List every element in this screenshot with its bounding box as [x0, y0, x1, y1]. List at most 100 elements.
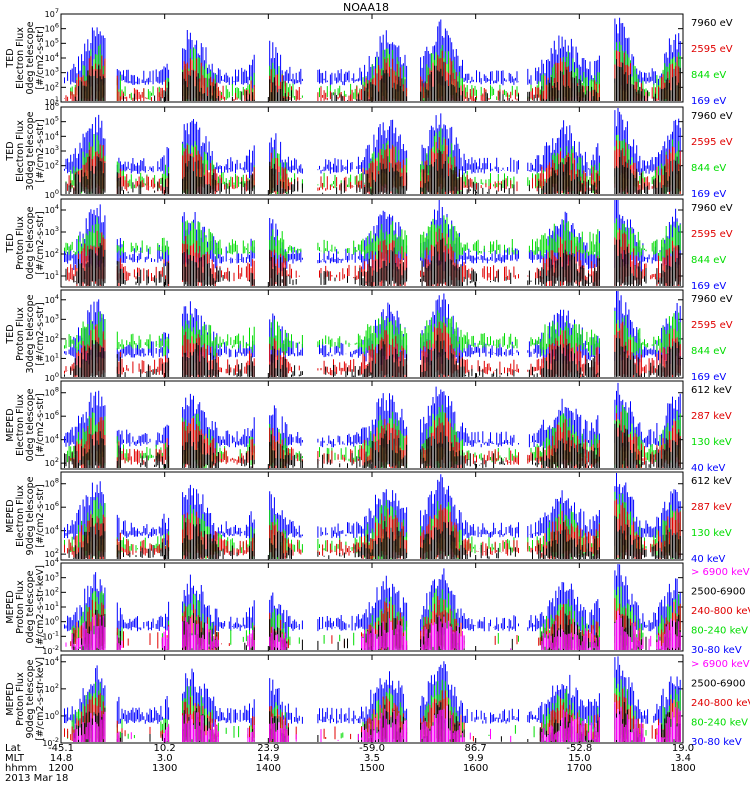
- time-axis-hhmm-label: 1300: [152, 763, 177, 774]
- y-tick-label: 106: [45, 100, 59, 112]
- y-axis-label-line: [#/cm2-s-str]: [35, 484, 46, 547]
- time-axis-mlt-label: 14.9: [257, 753, 279, 764]
- series-black: [74, 59, 681, 101]
- y-axis-label: MEPEDProton Flux0deg telescope[#/cm2-s-s…: [5, 565, 46, 649]
- y-tick-label: 106: [45, 22, 59, 34]
- y-axis-label: MEPEDProton Flux90deg telescope[#/cm2-s-…: [5, 657, 46, 741]
- y-axis-label-line: 90deg telescope: [25, 659, 36, 738]
- time-axis-hhmm-label: 1700: [567, 763, 592, 774]
- y-tick-label: 100: [45, 371, 59, 383]
- legend-entry: 40 keV: [691, 463, 725, 474]
- y-axis-label-line: Electron Flux: [15, 120, 26, 182]
- y-tick-label: 100: [45, 615, 59, 627]
- legend-entry: 80-240 keV: [691, 718, 748, 729]
- time-axis-hhmm-label: 1600: [463, 763, 488, 774]
- legend-entry: 2500-6900: [691, 679, 746, 690]
- y-tick-label: 104: [45, 203, 59, 215]
- panel-1: 101 102 103 104 105 106 107 TEDElectron Flux0de…: [5, 7, 733, 107]
- time-axis-row-label: hhmm: [5, 763, 37, 774]
- y-tick-label: 104: [45, 129, 59, 141]
- y-tick-label: 103: [45, 225, 59, 237]
- y-tick-label: 101: [45, 351, 59, 363]
- y-axis-label-line: [#/cm2-s-str]: [35, 119, 46, 182]
- series-black: [64, 332, 681, 377]
- y-tick-label: 104: [45, 524, 59, 536]
- y-tick-label: 102: [45, 332, 59, 344]
- legend-entry: 2595 eV: [691, 229, 733, 240]
- y-tick-label: 102: [45, 585, 59, 597]
- legend-entry: 844 eV: [691, 163, 726, 174]
- y-axis-label-line: MEPED: [5, 499, 16, 532]
- y-tick-label: 10-1: [42, 629, 59, 641]
- y-axis-label: TEDElectron Flux0deg telescope[#/cm2-s-s…: [5, 21, 46, 94]
- y-tick-label: 104: [45, 51, 59, 63]
- legend-entry: 287 keV: [691, 502, 732, 513]
- series-black: [65, 149, 681, 194]
- y-axis-label-line: MEPED: [5, 590, 16, 623]
- time-axis-mlt-label: 3.5: [364, 753, 380, 764]
- time-axis-lat-label: 23.9: [257, 743, 279, 754]
- y-axis-label: TEDElectron Flux30deg telescope[#/cm2-s-…: [5, 111, 46, 190]
- time-axis-mlt-label: 3.0: [157, 753, 173, 764]
- y-axis-label-line: TED: [5, 324, 16, 344]
- y-axis-label-line: [#/cm2-s-str]: [35, 393, 46, 456]
- y-axis-label-line: Proton Flux: [15, 216, 26, 270]
- time-axis-lat-label: 86.7: [465, 743, 487, 754]
- legend-entry: > 6900 keV: [691, 567, 750, 578]
- y-tick-label: 100: [45, 709, 59, 721]
- legend-entry: 2595 eV: [691, 320, 733, 331]
- series-group: [64, 291, 681, 377]
- time-axis-row-label: 2013 Mar 18: [5, 773, 68, 784]
- y-tick-label: 103: [45, 66, 59, 78]
- legend-entry: 844 eV: [691, 255, 726, 266]
- legend-entry: > 6900 keV: [691, 659, 750, 670]
- time-axis-lat-label: -59.0: [359, 743, 385, 754]
- y-tick-label: 104: [45, 655, 59, 667]
- y-axis-label-line: [#/cm2-s-str]: [35, 26, 46, 89]
- y-axis-label-line: TED: [5, 48, 16, 68]
- y-tick-label: 103: [45, 571, 59, 583]
- legend-entry: 240-800 keV: [691, 698, 750, 709]
- y-axis-label-line: Proton Flux: [15, 307, 26, 361]
- y-tick-label: 107: [45, 7, 59, 19]
- time-axis-mlt-label: 3.4: [675, 753, 691, 764]
- y-tick-label: 101: [45, 600, 59, 612]
- y-tick-label: 10-2: [42, 644, 59, 656]
- y-tick-label: 105: [45, 115, 59, 127]
- legend-entry: 2500-6900: [691, 587, 746, 598]
- y-tick-label: 108: [45, 386, 59, 398]
- y-tick-label: 103: [45, 312, 59, 324]
- series-group: [64, 200, 681, 286]
- time-axis-lat-label: -45.1: [48, 743, 74, 754]
- y-axis-label-line: Electron Flux: [15, 485, 26, 547]
- legend-entry: 7960 eV: [691, 18, 733, 29]
- y-axis-label-line: Proton Flux: [15, 672, 26, 726]
- y-axis-label-line: 30deg telescope: [25, 111, 36, 190]
- y-axis-label-line: 0deg telescope: [25, 21, 36, 94]
- y-tick-label: 102: [45, 547, 59, 559]
- legend-entry: 30-80 keV: [691, 737, 742, 748]
- time-axis-lat-label: -52.8: [566, 743, 592, 754]
- legend-entry: 7960 eV: [691, 111, 733, 122]
- y-axis-label: TEDProton Flux30deg telescope[#/cm2-s-st…: [5, 294, 46, 373]
- series-group: [64, 473, 681, 559]
- series-magenta: [65, 610, 681, 650]
- y-axis-label-line: MEPED: [5, 682, 16, 715]
- legend-entry: 30-80 keV: [691, 645, 742, 656]
- series-green: [64, 310, 681, 357]
- y-tick-label: 105: [45, 36, 59, 48]
- y-tick-label: 104: [45, 433, 59, 445]
- y-tick-label: 106: [45, 500, 59, 512]
- series-group: [64, 382, 681, 468]
- legend-entry: 80-240 keV: [691, 626, 748, 637]
- time-axis-mlt-label: 9.9: [468, 753, 484, 764]
- time-axis-hhmm-label: 1400: [256, 763, 281, 774]
- legend-entry: 287 keV: [691, 411, 732, 422]
- y-tick-label: 102: [45, 159, 59, 171]
- time-axis-mlt-label: 15.0: [568, 753, 590, 764]
- legend-entry: 130 keV: [691, 528, 732, 539]
